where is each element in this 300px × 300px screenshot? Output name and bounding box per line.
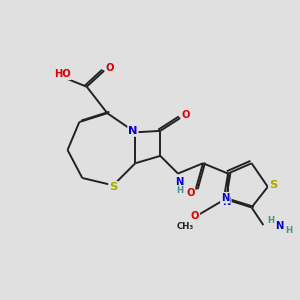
Text: N: N [221, 193, 229, 203]
Text: N: N [128, 126, 138, 136]
Text: S: S [269, 180, 277, 190]
Text: N: N [222, 197, 231, 207]
Text: O: O [105, 63, 114, 73]
Text: N: N [275, 221, 284, 231]
Text: O: O [186, 188, 195, 198]
Text: H: H [176, 186, 183, 195]
Text: S: S [109, 182, 117, 192]
Text: O: O [191, 211, 199, 221]
Text: HO: HO [54, 69, 70, 79]
Text: H: H [267, 216, 274, 225]
Text: O: O [181, 110, 190, 120]
Text: N: N [175, 177, 184, 188]
Text: CH₃: CH₃ [177, 222, 194, 231]
Text: H: H [285, 226, 292, 236]
